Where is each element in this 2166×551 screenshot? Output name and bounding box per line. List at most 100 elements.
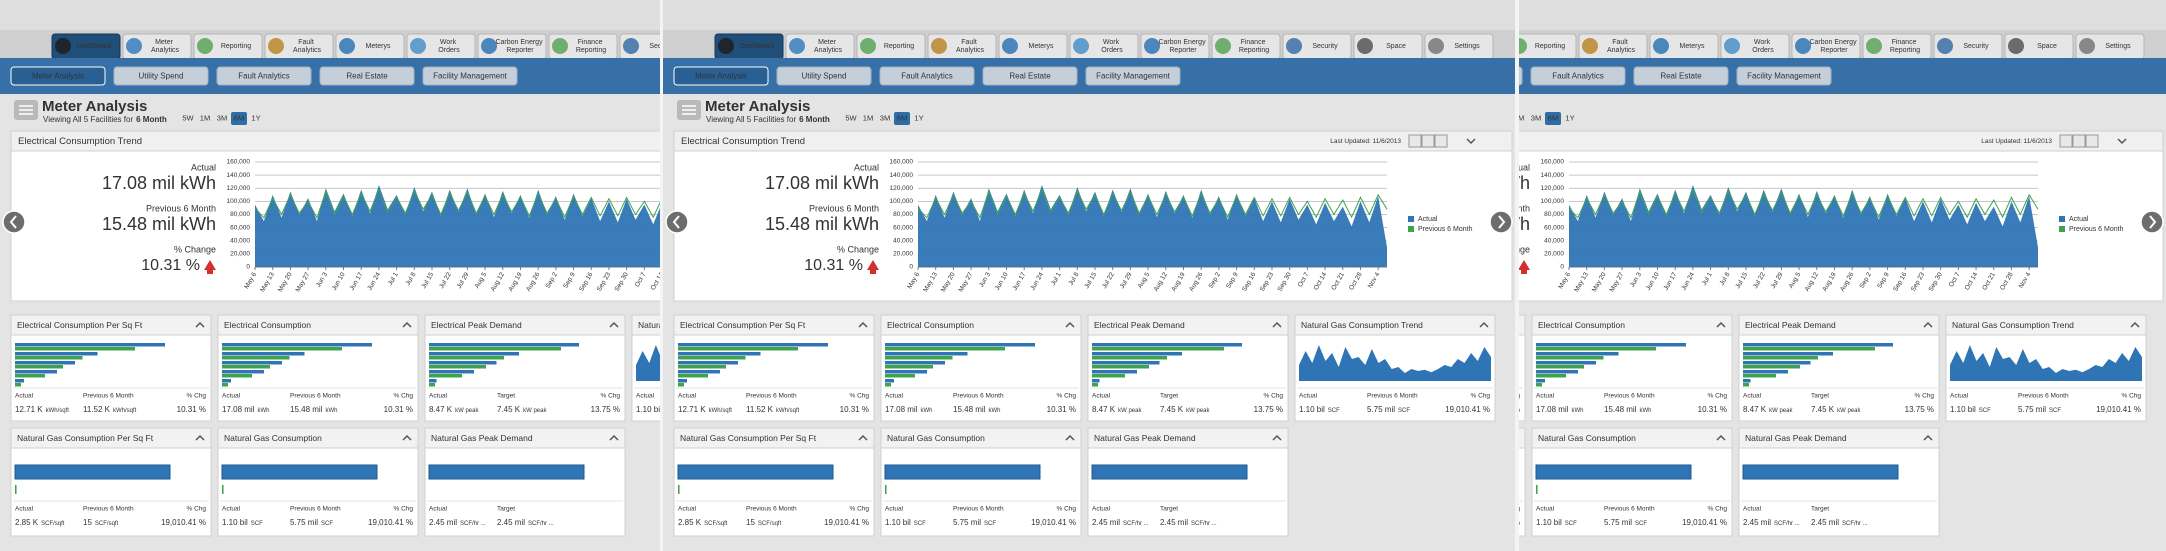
chevron[interactable] bbox=[1272, 321, 1282, 328]
widget-header bbox=[1519, 427, 1526, 449]
stat-value: 5.75 mil SCF bbox=[1367, 405, 1410, 414]
range-active[interactable] bbox=[1545, 112, 1561, 125]
tab[interactable]: Fault Analytics bbox=[264, 33, 334, 60]
tab[interactable]: Fault Analytics bbox=[927, 33, 997, 60]
widget-title: Electrical Consumption Per Sq Ft bbox=[17, 320, 143, 330]
arrow-circle[interactable] bbox=[2140, 210, 2164, 234]
next-arrow[interactable] bbox=[2140, 210, 2164, 234]
tab[interactable]: Dashboard bbox=[714, 33, 784, 60]
subtitle-period: 6 Month bbox=[799, 115, 830, 124]
tab[interactable]: Carbon Energy Reporter bbox=[477, 33, 547, 60]
arrow-glyph[interactable] bbox=[2149, 215, 2157, 229]
chevron[interactable] bbox=[1065, 321, 1075, 328]
export-button[interactable] bbox=[2072, 134, 2086, 148]
subtab[interactable] bbox=[10, 66, 106, 86]
subtab[interactable] bbox=[1085, 66, 1181, 86]
tab[interactable]: Meterys bbox=[998, 33, 1068, 60]
arrow-glyph[interactable] bbox=[9, 215, 17, 229]
prev-arrow[interactable] bbox=[2, 210, 26, 234]
subtab[interactable] bbox=[319, 66, 415, 86]
trend-title: Electrical Consumption Trend bbox=[681, 136, 805, 147]
chevron[interactable] bbox=[195, 434, 205, 441]
subtab[interactable] bbox=[1530, 66, 1626, 86]
tab[interactable]: Carbon Energy Reporter bbox=[1791, 33, 1861, 60]
chevron[interactable] bbox=[195, 321, 205, 328]
tab[interactable]: Meter Analytics bbox=[122, 33, 192, 60]
range-active[interactable] bbox=[894, 112, 910, 125]
tab[interactable]: Security bbox=[619, 33, 660, 60]
subtab[interactable] bbox=[673, 66, 769, 86]
tab[interactable]: Work Orders bbox=[1720, 33, 1790, 60]
subtab[interactable] bbox=[216, 66, 312, 86]
tab[interactable]: Finance Reporting bbox=[1862, 33, 1932, 60]
tab[interactable]: Reporting bbox=[856, 33, 926, 60]
export-button[interactable] bbox=[1408, 134, 1422, 148]
arrow-glyph[interactable] bbox=[672, 215, 680, 229]
arrow-circle[interactable] bbox=[1489, 210, 1513, 234]
arrow-circle[interactable] bbox=[2, 210, 26, 234]
tab[interactable]: Security bbox=[1282, 33, 1352, 60]
subtab-label: Facility Management bbox=[1747, 72, 1822, 81]
tab[interactable]: Finance Reporting bbox=[548, 33, 618, 60]
chevron[interactable] bbox=[858, 434, 868, 441]
chevron[interactable] bbox=[1716, 321, 1726, 328]
stat-label: Actual bbox=[1536, 393, 1555, 400]
tab[interactable]: Work Orders bbox=[1069, 33, 1139, 60]
subtab[interactable] bbox=[1519, 66, 1523, 86]
chevron[interactable] bbox=[402, 434, 412, 441]
tab[interactable]: Reporting bbox=[1519, 33, 1577, 60]
tab[interactable]: Meterys bbox=[335, 33, 405, 60]
subtab[interactable] bbox=[982, 66, 1078, 86]
chevron[interactable] bbox=[2130, 321, 2140, 328]
tab-icon bbox=[860, 38, 876, 54]
export-button[interactable] bbox=[1434, 134, 1448, 148]
chevron[interactable] bbox=[1272, 434, 1282, 441]
stat-number: 12.71 K bbox=[15, 405, 43, 414]
tab[interactable]: Carbon Energy Reporter bbox=[1140, 33, 1210, 60]
export-button[interactable] bbox=[2085, 134, 2099, 148]
change-label: % Change bbox=[174, 244, 216, 254]
tab[interactable]: Settings bbox=[2075, 33, 2145, 60]
tab[interactable]: Fault Analytics bbox=[1578, 33, 1648, 60]
chevron[interactable] bbox=[858, 321, 868, 328]
arrow-glyph[interactable] bbox=[1498, 215, 1506, 229]
tab[interactable]: Meterys bbox=[1649, 33, 1719, 60]
chevron[interactable] bbox=[1716, 434, 1726, 441]
chevron[interactable] bbox=[609, 321, 619, 328]
chevron[interactable] bbox=[1466, 138, 1476, 145]
tab[interactable]: Space bbox=[2004, 33, 2074, 60]
subtab[interactable] bbox=[1736, 66, 1832, 86]
subtab[interactable] bbox=[113, 66, 209, 86]
tab[interactable]: Meter Analytics bbox=[785, 33, 855, 60]
range-active[interactable] bbox=[231, 112, 247, 125]
tab[interactable]: Finance Reporting bbox=[1211, 33, 1281, 60]
chevron[interactable] bbox=[1923, 321, 1933, 328]
tab[interactable]: Dashboard bbox=[51, 33, 121, 60]
tab[interactable]: Work Orders bbox=[406, 33, 476, 60]
stat-label: % Chg bbox=[2121, 393, 2141, 400]
subtab[interactable] bbox=[422, 66, 518, 86]
arrow-circle[interactable] bbox=[665, 210, 689, 234]
subtab[interactable] bbox=[879, 66, 975, 86]
prev-arrow[interactable] bbox=[665, 210, 689, 234]
stat-value: 17.08 mil kWh bbox=[885, 405, 932, 414]
next-arrow[interactable] bbox=[1489, 210, 1513, 234]
stat-value: 2.45 mil SCF/hr ... bbox=[1743, 518, 1800, 527]
export-button[interactable] bbox=[2059, 134, 2073, 148]
tab[interactable]: Settings bbox=[1424, 33, 1494, 60]
chevron[interactable] bbox=[609, 434, 619, 441]
widget-title: Electrical Consumption bbox=[224, 320, 311, 330]
chevron[interactable] bbox=[1065, 434, 1075, 441]
chevron[interactable] bbox=[2117, 138, 2127, 145]
subtab[interactable] bbox=[776, 66, 872, 86]
stat-unit: kW peak bbox=[523, 408, 547, 414]
export-button[interactable] bbox=[1421, 134, 1435, 148]
tab[interactable]: Space bbox=[1353, 33, 1423, 60]
stat-number: 15 bbox=[83, 518, 92, 527]
subtab[interactable] bbox=[1633, 66, 1729, 86]
tab[interactable]: Reporting bbox=[193, 33, 263, 60]
chevron[interactable] bbox=[1923, 434, 1933, 441]
tab[interactable]: Security bbox=[1933, 33, 2003, 60]
chevron[interactable] bbox=[1479, 321, 1489, 328]
chevron[interactable] bbox=[402, 321, 412, 328]
